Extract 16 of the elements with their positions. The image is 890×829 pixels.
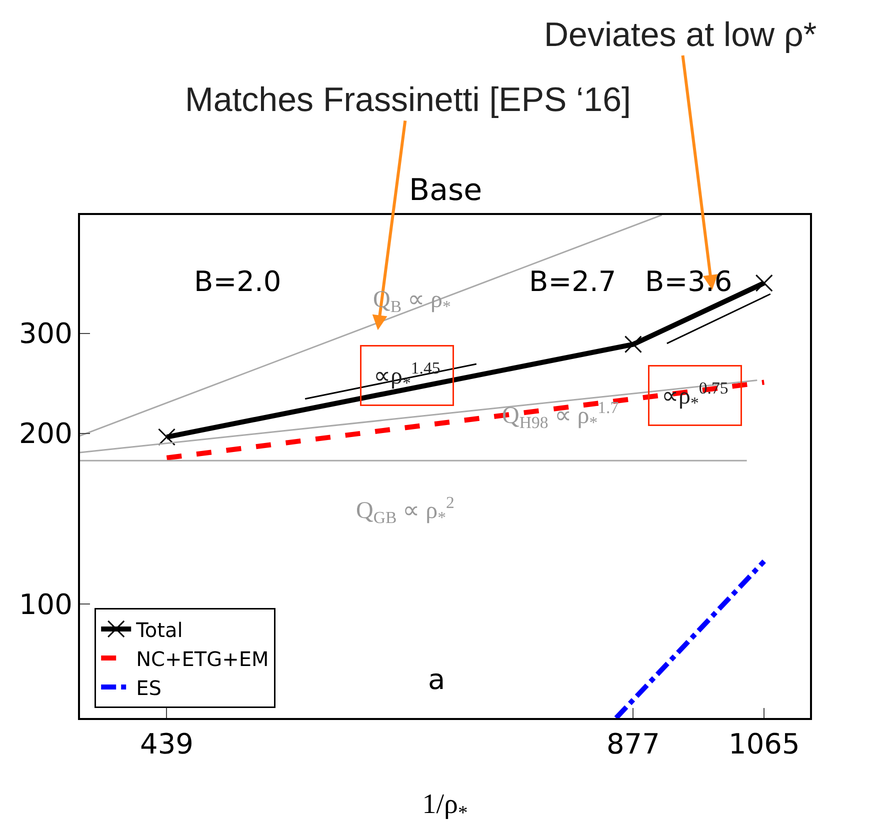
text: Deviates at low ρ* — [544, 16, 817, 54]
annotation: a — [428, 663, 446, 696]
x-tick-label: 439 — [140, 728, 194, 761]
annotation: B=2.0 — [194, 265, 282, 298]
legend-label: Total — [135, 618, 183, 642]
chart-title: Base — [409, 173, 482, 208]
x-tick-label: 877 — [606, 728, 660, 761]
legend-label: NC+ETG+EM — [136, 646, 269, 671]
x-tick-label: 1065 — [728, 728, 800, 761]
legend-label: ES — [136, 676, 162, 700]
text: Matches Frassinetti [EPS ‘16] — [185, 81, 631, 119]
x-axis-title: 1/ρ$_{*}$ — [422, 789, 468, 824]
y-tick-label: 200 — [18, 417, 72, 450]
annotation: B=2.7 — [529, 265, 616, 298]
y-tick-label: 100 — [18, 588, 72, 621]
y-tick-label: 300 — [18, 317, 72, 350]
